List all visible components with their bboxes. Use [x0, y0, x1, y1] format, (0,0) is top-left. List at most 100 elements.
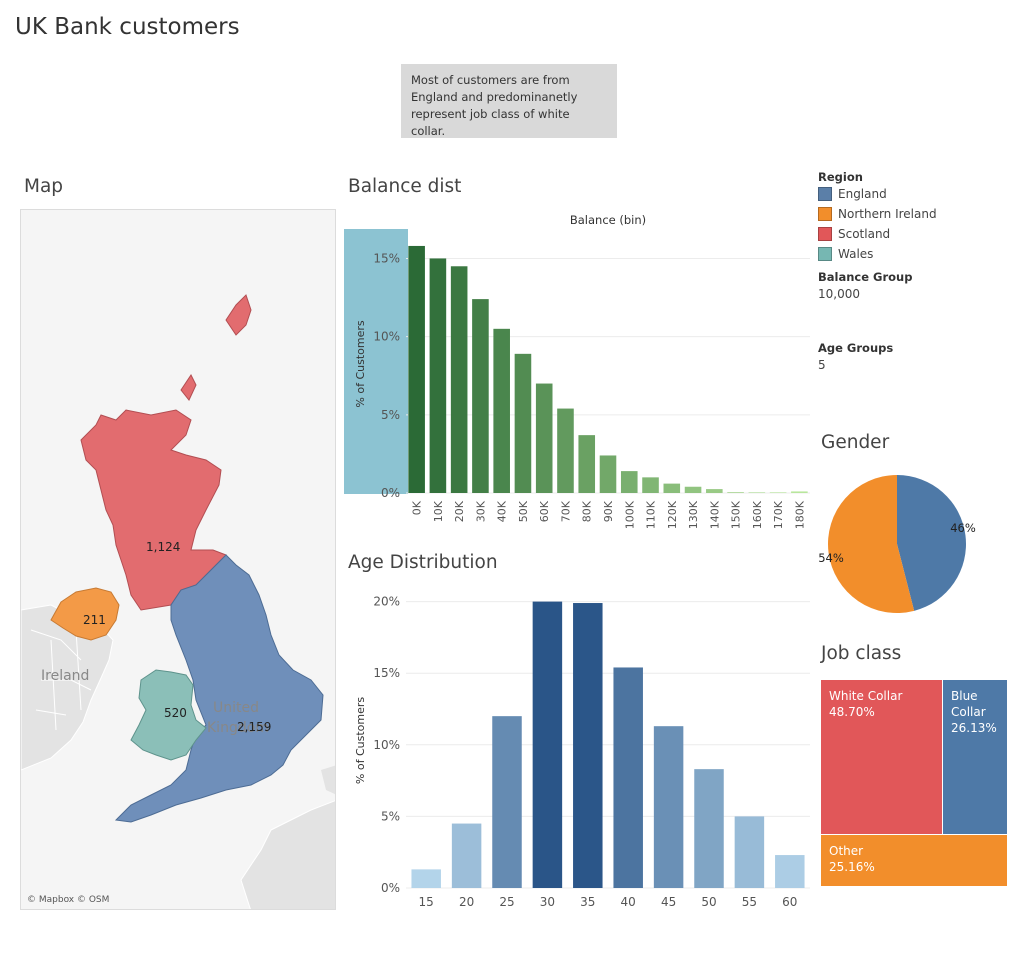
y-tick-label: 10%: [373, 330, 400, 344]
legend-label: Wales: [838, 247, 874, 261]
balance-group-value[interactable]: 10,000: [818, 287, 860, 301]
treemap-cell-pct: 26.13%: [951, 721, 997, 735]
x-tick-label: 40K: [496, 500, 509, 522]
ireland-county-lines: [30, 629, 92, 731]
treemap-cell-pct: 25.16%: [829, 860, 875, 874]
legend-label: England: [838, 187, 887, 201]
gender-pie-chart[interactable]: 46% 54%: [812, 468, 982, 628]
balance-bar[interactable]: [769, 492, 787, 493]
europe-landmass: [240, 800, 335, 909]
balance-bar[interactable]: [791, 491, 808, 493]
balance-bar[interactable]: [663, 483, 681, 493]
x-tick-label: 160K: [751, 500, 764, 529]
map-view[interactable]: Ireland United Kingdom 1,124 211 520 2,1…: [20, 209, 336, 910]
age-bar[interactable]: [451, 823, 482, 888]
x-tick-label: 130K: [687, 500, 700, 529]
legend-swatch: [818, 227, 832, 241]
x-tick-label: 40: [621, 895, 636, 909]
balance-bar[interactable]: [748, 492, 766, 493]
region-wales[interactable]: [130, 669, 207, 761]
age-bar[interactable]: [573, 603, 603, 888]
age-chart-title: Age Distribution: [348, 552, 498, 573]
y-tick-label: 20%: [373, 595, 400, 609]
region-scotland-islands[interactable]: [180, 294, 252, 401]
balance-bar[interactable]: [727, 492, 744, 493]
legend-item[interactable]: Wales: [818, 244, 937, 264]
treemap-cell[interactable]: White Collar 48.70%: [821, 680, 942, 834]
legend-item[interactable]: England: [818, 184, 937, 204]
balance-bar[interactable]: [472, 299, 489, 493]
x-tick-label: 30: [540, 895, 555, 909]
x-tick-label: 45: [661, 895, 676, 909]
legend-swatch: [818, 207, 832, 221]
balance-bar[interactable]: [535, 383, 553, 493]
axis-highlight-band: [344, 229, 408, 494]
age-bar[interactable]: [532, 601, 563, 888]
x-tick-label: 120K: [666, 500, 679, 529]
x-tick-label: 35: [580, 895, 595, 909]
map-count-northern-ireland: 211: [83, 613, 106, 627]
x-tick-label: 0K: [411, 500, 424, 515]
y-tick-label: 0%: [381, 881, 400, 895]
page-title: UK Bank customers: [15, 14, 240, 40]
balance-bar[interactable]: [450, 266, 468, 493]
pie-slice-label: 46%: [950, 521, 976, 535]
balance-bar[interactable]: [429, 258, 447, 493]
age-bar[interactable]: [734, 816, 765, 888]
age-bar-chart[interactable]: 0% 5% 10% 15% 20% % of Customers 15 20 25 30 35 40 4…: [340, 585, 810, 915]
balance-bar[interactable]: [514, 353, 532, 493]
balance-bar[interactable]: [493, 328, 510, 493]
map-count-england: 2,159: [237, 720, 271, 734]
x-tick-label: 25: [499, 895, 514, 909]
map-count-wales: 520: [164, 706, 187, 720]
region-scotland[interactable]: [80, 409, 227, 611]
y-tick-label: 10%: [373, 738, 400, 752]
x-tick-label: 15: [419, 895, 434, 909]
x-tick-label: 170K: [772, 500, 785, 529]
balance-bar[interactable]: [599, 455, 617, 493]
age-bar[interactable]: [653, 726, 684, 888]
y-tick-label: 0%: [381, 486, 400, 500]
balance-bar-chart[interactable]: 0% 5% 10% 15% % of Customers Balance (bin) 0K 1…: [340, 205, 810, 530]
map-count-scotland: 1,124: [146, 540, 180, 554]
job-class-title: Job class: [821, 643, 902, 664]
age-bar[interactable]: [694, 769, 724, 888]
map-attribution: © Mapbox © OSM: [27, 895, 110, 905]
age-bar[interactable]: [492, 716, 522, 888]
treemap-cell-name: Other: [829, 844, 864, 858]
age-bar[interactable]: [775, 855, 805, 888]
balance-bar[interactable]: [408, 245, 425, 493]
region-northern-ireland[interactable]: [50, 587, 120, 641]
y-axis-label: % of Customers: [354, 320, 367, 407]
balance-bar[interactable]: [684, 486, 702, 493]
map-canvas[interactable]: Ireland United Kingdom 1,124 211 520 2,1…: [21, 210, 336, 910]
age-groups-value[interactable]: 5: [818, 358, 826, 372]
pie-slice[interactable]: [828, 475, 915, 613]
balance-bar[interactable]: [642, 477, 659, 493]
legend-item[interactable]: Scotland: [818, 224, 937, 244]
legend-item[interactable]: Northern Ireland: [818, 204, 937, 224]
balance-chart-title: Balance dist: [348, 176, 462, 197]
age-bar[interactable]: [411, 869, 441, 888]
x-axis-label: Balance (bin): [570, 213, 646, 227]
age-groups-title: Age Groups: [818, 341, 894, 355]
balance-bar[interactable]: [620, 471, 638, 493]
treemap-cell-name: White Collar: [829, 689, 903, 703]
x-tick-label: 50K: [517, 500, 530, 522]
balance-group-title: Balance Group: [818, 270, 913, 284]
x-tick-label: 20: [459, 895, 474, 909]
age-bar[interactable]: [613, 667, 643, 888]
x-tick-label: 50: [701, 895, 716, 909]
x-tick-label: 30K: [474, 500, 487, 522]
x-tick-label: 20K: [453, 500, 466, 522]
x-tick-label: 10K: [432, 500, 445, 522]
balance-bar[interactable]: [557, 408, 574, 493]
job-class-treemap[interactable]: White Collar 48.70% Blue Collar 26.13% Other…: [821, 680, 1007, 886]
pie-slice[interactable]: [897, 475, 967, 611]
map-label-ireland: Ireland: [41, 668, 89, 684]
balance-bar[interactable]: [706, 489, 723, 493]
legend-panel: Region England Northern Ireland Scotland Wa…: [818, 170, 937, 372]
treemap-cell[interactable]: Blue Collar 26.13%: [943, 680, 1007, 834]
treemap-cell[interactable]: Other 25.16%: [821, 835, 1007, 886]
balance-bar[interactable]: [578, 435, 596, 493]
